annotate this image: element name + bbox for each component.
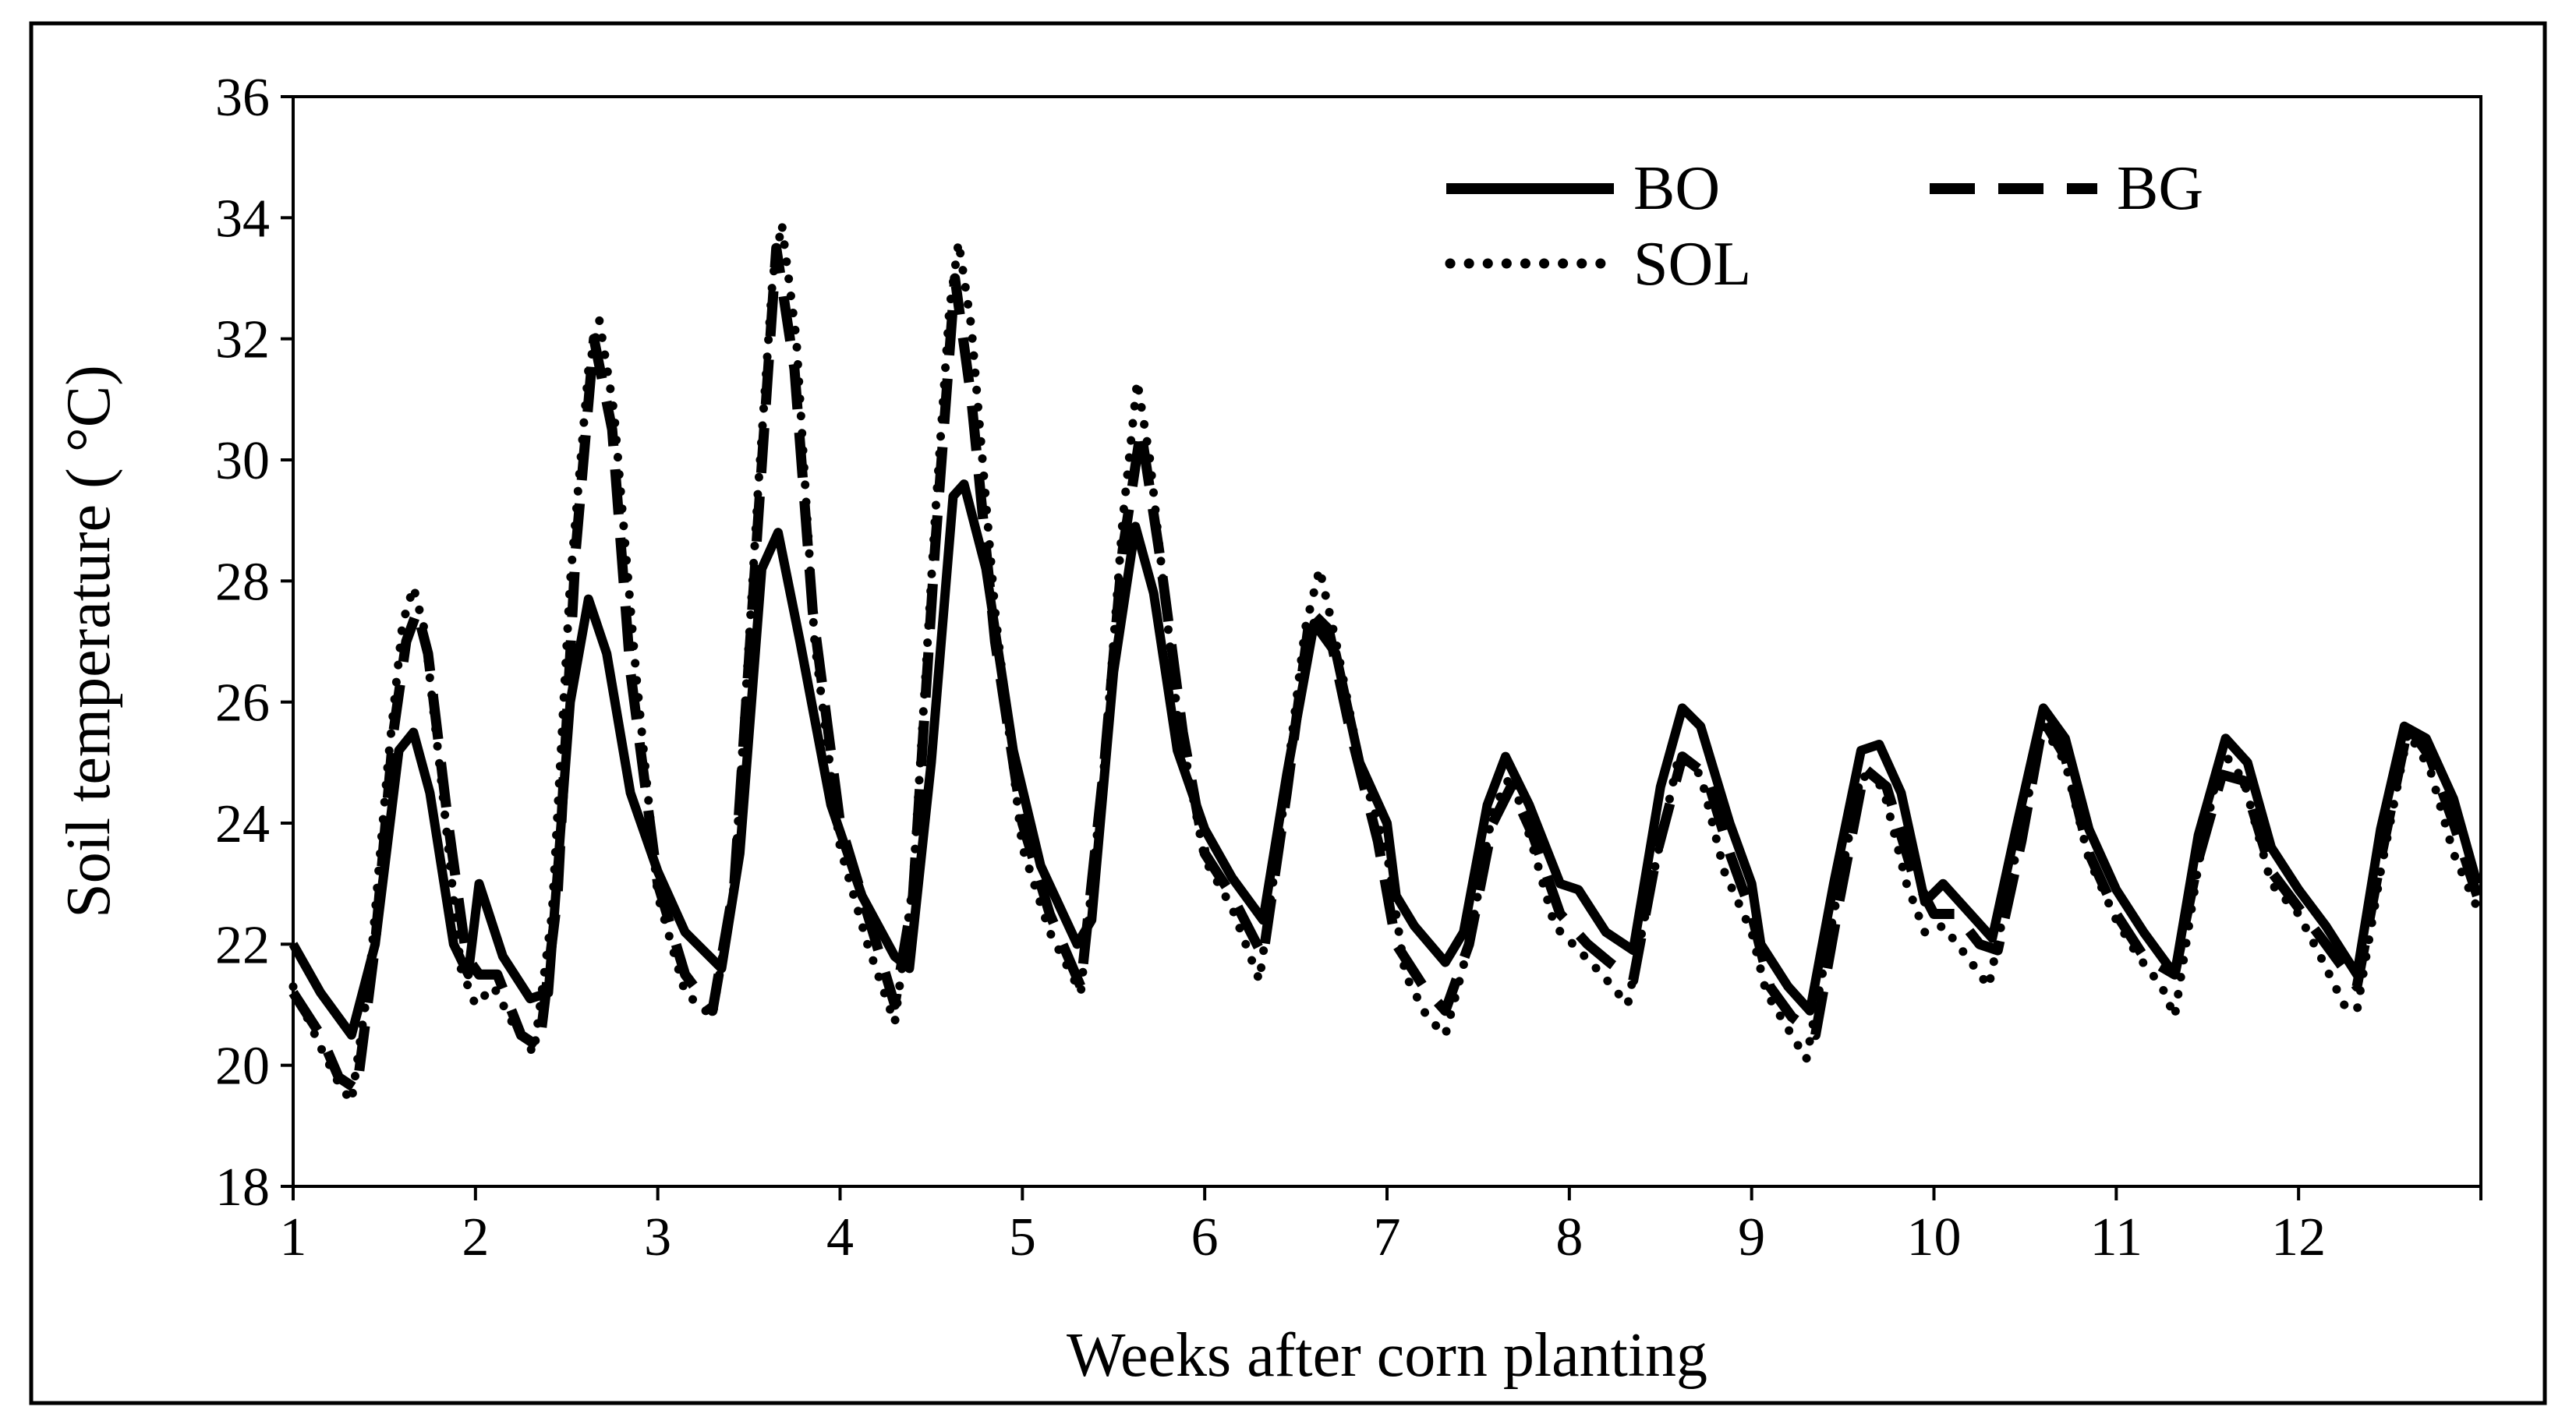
legend-label-sol: SOL — [1633, 230, 1751, 299]
series-line-bg — [288, 242, 2482, 1095]
y-tick-label: 22 — [215, 915, 270, 975]
y-tick-label: 24 — [215, 794, 270, 854]
y-tick-label: 34 — [215, 189, 270, 249]
x-tick-label: 9 — [1738, 1207, 1765, 1267]
series-line-sol — [288, 219, 2482, 1106]
y-tick-label: 36 — [215, 68, 270, 128]
x-tick-label: 3 — [644, 1207, 671, 1267]
x-tick-label: 2 — [462, 1207, 489, 1267]
x-tick-label: 7 — [1374, 1207, 1401, 1267]
y-axis-title: Soil temperature ( °C) — [55, 365, 123, 918]
legend-label-bo: BO — [1633, 154, 1720, 223]
figure-border — [29, 21, 2547, 1405]
series-layer — [288, 219, 2482, 1106]
x-axis-ticks: 1 2 3 4 5 6 7 8 9 10 11 12 — [280, 1186, 2482, 1267]
x-tick-label: 11 — [2090, 1207, 2143, 1267]
y-tick-label: 30 — [215, 431, 270, 491]
x-tick-label: 12 — [2271, 1207, 2326, 1267]
x-tick-label: 8 — [1555, 1207, 1583, 1267]
x-tick-label: 1 — [280, 1207, 307, 1267]
x-tick-label: 10 — [1907, 1207, 1962, 1267]
series-line-bo — [288, 479, 2482, 1040]
y-tick-label: 32 — [215, 310, 270, 370]
legend: BO BG SOL — [1445, 154, 2203, 299]
y-tick-label: 18 — [215, 1158, 270, 1218]
y-tick-label: 26 — [215, 673, 270, 733]
x-tick-label: 4 — [826, 1207, 854, 1267]
y-tick-label: 28 — [215, 552, 270, 612]
y-axis-ticks: 18 20 22 24 26 28 30 32 34 36 — [215, 68, 293, 1218]
y-tick-label: 20 — [215, 1037, 270, 1097]
x-tick-label: 6 — [1191, 1207, 1219, 1267]
x-axis-title: Weeks after corn planting — [1067, 1321, 1707, 1390]
legend-label-bg: BG — [2117, 154, 2203, 223]
x-tick-label: 5 — [1009, 1207, 1036, 1267]
